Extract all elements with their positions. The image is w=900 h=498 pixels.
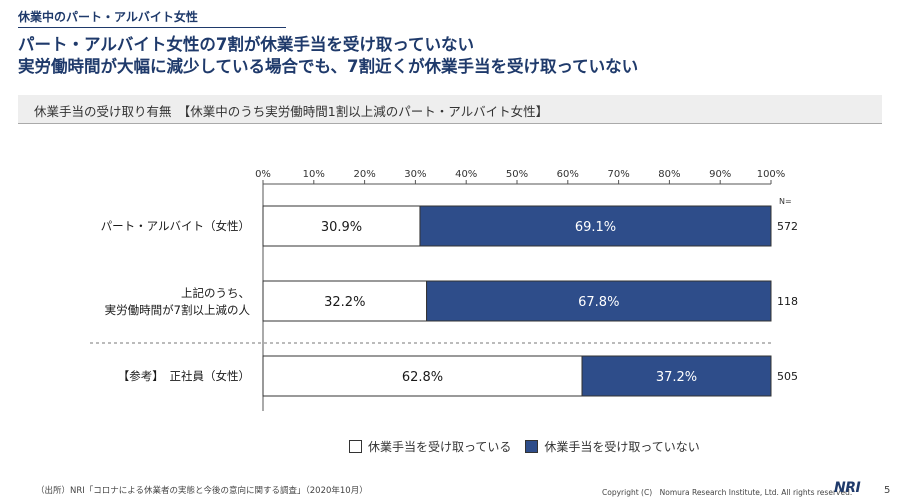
headline: パート・アルバイト女性の7割が休業手当を受け取っていない 実労働時間が大幅に減少… [18,34,638,78]
section-tag-underline [18,27,286,28]
category-label: パート・アルバイト（女性） [101,219,250,233]
bar-received [262,205,421,247]
n-value: 118 [777,295,798,308]
x-tick-label: 60% [557,169,579,180]
bar-not-received [426,280,772,322]
bar-received [262,280,428,322]
nri-logo: NRI [834,480,861,496]
headline-line-1: パート・アルバイト女性の7割が休業手当を受け取っていない [18,35,474,54]
bar-not-received [581,355,772,397]
x-tick-label: 90% [709,169,731,180]
n-value: 572 [777,220,798,233]
category-label: 上記のうち、 [181,286,250,300]
chart-subtitle-bar: 休業手当の受け取り有無 【休業中のうち実労働時間1割以上減のパート・アルバイト女… [18,95,882,123]
data-label: 62.8% [402,370,443,385]
headline-line-2: 実労働時間が大幅に減少している場合でも、7割近くが休業手当を受け取っていない [18,57,639,76]
x-tick-label: 40% [455,169,477,180]
data-label: 69.1% [575,220,616,235]
copyright: Copyright (C) Nomura Research Institute,… [602,488,853,497]
bar-received [262,355,583,397]
x-tick-label: 30% [404,169,426,180]
data-label: 67.8% [578,295,619,310]
legend-swatch-not-received [525,440,539,453]
page-number: 5 [884,485,891,496]
n-header: N= [779,197,792,206]
category-label: 実労働時間が7割以上減の人 [105,303,251,317]
section-tag: 休業中のパート・アルバイト女性 [18,10,198,24]
chart-subtitle: 休業手当の受け取り有無 【休業中のうち実労働時間1割以上減のパート・アルバイト女… [34,104,549,119]
x-tick-label: 70% [607,169,629,180]
legend-item-received: 休業手当を受け取っている [349,438,511,455]
legend: 休業手当を受け取っている 休業手当を受け取っていない [349,438,714,455]
legend-item-not-received: 休業手当を受け取っていない [525,438,700,455]
x-tick-label: 20% [353,169,375,180]
n-value: 505 [777,370,798,383]
source-note: （出所）NRI「コロナによる休業者の実態と今後の意向に関する調査」（2020年1… [36,486,368,496]
x-tick-label: 80% [658,169,680,180]
legend-swatch-received [349,440,362,453]
x-tick-label: 0% [255,169,271,180]
data-label: 32.2% [324,295,365,310]
data-label: 37.2% [656,370,697,385]
legend-label-not-received: 休業手当を受け取っていない [544,440,700,454]
legend-label-received: 休業手当を受け取っている [368,440,512,454]
x-tick-label: 10% [303,169,325,180]
bar-not-received [419,205,772,247]
subtitle-rule [18,123,882,124]
category-label: 【参考】 正社員（女性） [118,369,250,383]
x-tick-label: 100% [757,169,786,180]
x-tick-label: 50% [506,169,528,180]
data-label: 30.9% [321,220,362,235]
